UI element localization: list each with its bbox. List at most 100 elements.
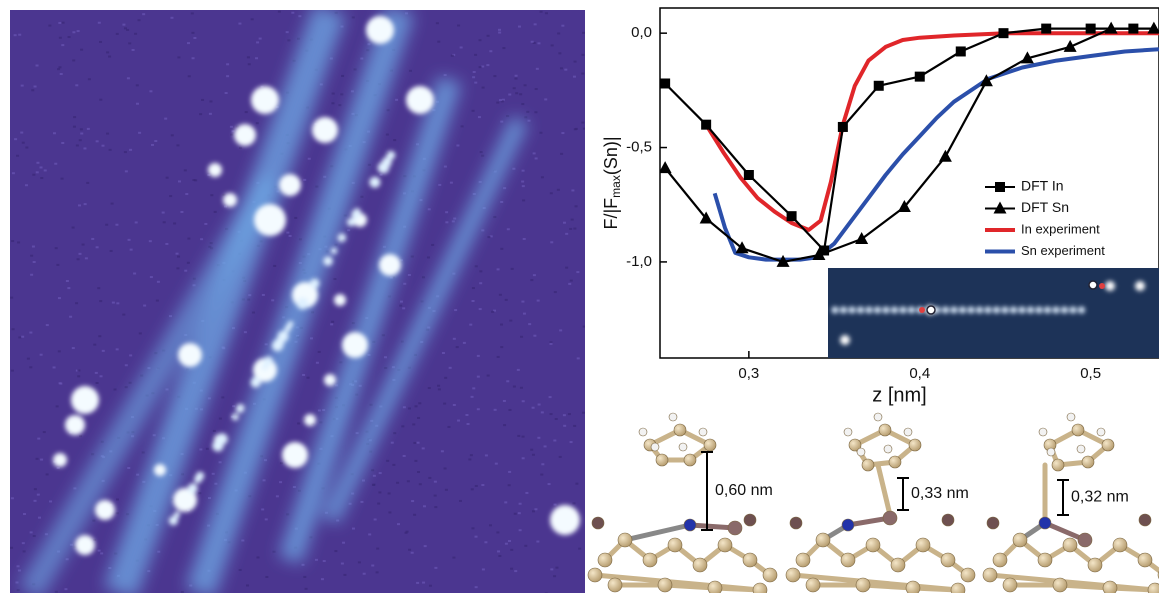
noise [57,68,61,71]
atom [692,557,708,573]
noise [510,548,514,551]
noise [498,31,502,34]
noise [247,63,251,66]
noise [343,573,347,576]
noise [385,133,389,136]
noise [519,386,523,389]
noise [502,47,506,50]
bright-dot [65,415,85,435]
noise [478,308,482,311]
noise [11,172,15,175]
noise [567,413,571,416]
inset-dot [908,306,915,314]
noise [271,299,275,302]
noise [279,481,283,484]
noise [548,396,552,399]
noise [186,261,190,264]
noise [474,53,478,56]
bright-dot [223,193,237,207]
noise [392,463,396,466]
noise [518,529,522,532]
noise [67,36,71,39]
inset-marker [926,305,936,315]
inset-dot [993,306,1000,314]
noise [33,499,37,502]
noise [350,90,354,93]
inset-marker [1099,283,1105,289]
noise [100,440,104,443]
noise [129,148,133,151]
noise [193,37,197,40]
marker [819,245,830,256]
noise [75,144,79,147]
atom [890,557,906,573]
bond [622,522,693,543]
noise [555,566,559,569]
noise [116,302,120,305]
band [321,116,529,524]
noise [204,222,208,225]
noise [521,185,525,188]
noise [319,421,323,424]
noise [16,589,20,592]
noise [131,48,135,51]
noise [56,466,60,469]
atom [1062,537,1078,553]
bright-dot [254,204,286,236]
noise [78,139,82,142]
noise [238,568,242,571]
inset-dot [1061,306,1068,314]
noise [470,488,474,491]
noise [563,424,567,427]
noise [176,267,180,270]
noise [532,274,536,277]
noise [474,535,478,538]
noise [277,10,281,13]
noise [514,570,518,573]
bright-dot [95,500,115,520]
atom [795,552,811,568]
noise [80,132,84,135]
noise [314,558,318,561]
noise [45,324,49,327]
small-dot [212,440,224,452]
legend-label: DFT In [1021,178,1064,194]
noise [31,89,35,92]
noise [528,323,532,326]
noise [77,375,81,378]
noise [91,237,95,240]
marker [955,46,966,57]
noise [342,541,346,544]
noise [414,459,418,462]
x-tick-label: 0,3 [738,365,759,382]
noise [421,276,425,279]
noise [575,482,579,485]
atom [905,580,921,593]
noise [428,584,432,587]
noise [10,546,14,549]
noise [127,238,131,241]
small-dot [351,210,361,220]
noise [200,238,204,241]
noise [108,55,112,58]
noise [95,140,99,143]
marker [1085,23,1096,34]
noise [487,236,491,239]
noise [484,541,488,544]
y-tick-label: -0,5 [626,139,652,156]
noise [474,484,478,487]
x-tick-label: 0,4 [909,365,930,382]
atom [950,582,966,593]
noise [175,252,179,255]
noise [500,346,504,349]
noise [379,173,383,176]
noise [285,31,289,34]
noise [445,221,449,224]
noise [75,369,79,372]
small-dot [231,413,239,421]
noise [581,121,585,124]
atom [752,582,768,593]
marker [699,211,713,224]
atom [1138,513,1152,527]
atom [1087,557,1103,573]
